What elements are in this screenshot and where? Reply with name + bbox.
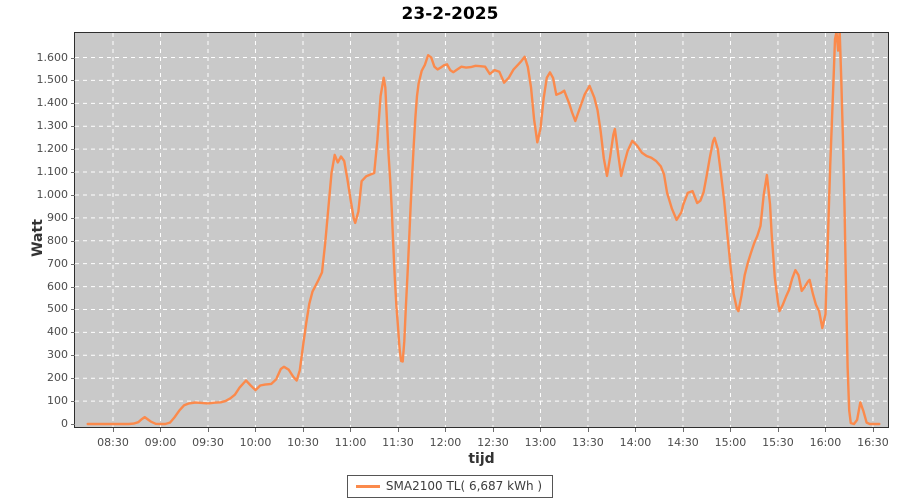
x-axis-tick bbox=[587, 428, 589, 432]
plot-area bbox=[74, 32, 889, 428]
x-axis-tick bbox=[825, 428, 827, 432]
y-axis-tick bbox=[71, 194, 75, 196]
x-axis-tick bbox=[207, 428, 209, 432]
x-tick-label: 08:30 bbox=[97, 436, 129, 449]
x-tick-label: 14:00 bbox=[619, 436, 652, 449]
x-tick-label: 12:30 bbox=[477, 436, 509, 449]
y-tick-label: 400 bbox=[47, 325, 68, 339]
y-tick-label: 1.400 bbox=[36, 96, 69, 110]
x-tick-label: 09:30 bbox=[192, 436, 224, 449]
y-tick-label: 300 bbox=[47, 348, 68, 362]
legend-box: SMA2100 TL( 6,687 kWh ) bbox=[346, 475, 554, 498]
y-tick-label: 1.000 bbox=[36, 187, 69, 201]
y-axis-tick bbox=[71, 424, 75, 426]
x-tick-label: 16:00 bbox=[809, 436, 842, 449]
y-tick-label: 1.500 bbox=[36, 73, 69, 87]
y-tick-label: 600 bbox=[47, 279, 68, 293]
legend-label: SMA2100 TL( 6,687 kWh ) bbox=[385, 479, 543, 493]
x-axis-tick bbox=[872, 428, 874, 432]
x-axis-tick bbox=[492, 428, 494, 432]
x-axis-tick bbox=[255, 428, 257, 432]
x-tick-label: 11:00 bbox=[334, 436, 367, 449]
x-tick-label: 09:00 bbox=[144, 436, 177, 449]
y-tick-label: 500 bbox=[47, 302, 68, 316]
y-tick-label: 1.300 bbox=[36, 119, 69, 133]
y-axis-tick bbox=[71, 286, 75, 288]
y-axis-tick bbox=[71, 217, 75, 219]
y-axis-tick bbox=[71, 332, 75, 334]
y-tick-label: 900 bbox=[47, 210, 68, 224]
x-tick-label: 10:00 bbox=[239, 436, 272, 449]
x-axis-label: tijd bbox=[468, 451, 495, 467]
y-tick-label: 0 bbox=[61, 417, 68, 431]
y-axis-tick bbox=[71, 401, 75, 403]
y-axis-tick bbox=[71, 126, 75, 128]
y-axis-tick bbox=[71, 57, 75, 59]
x-tick-label: 15:30 bbox=[762, 436, 794, 449]
y-axis-tick bbox=[71, 240, 75, 242]
y-tick-label: 100 bbox=[47, 394, 68, 408]
x-tick-label: 14:30 bbox=[667, 436, 699, 449]
x-tick-label: 11:30 bbox=[382, 436, 414, 449]
chart-title: 23-2-2025 bbox=[401, 4, 499, 24]
y-axis-tick bbox=[71, 263, 75, 265]
x-axis-tick bbox=[302, 428, 304, 432]
x-axis-tick bbox=[730, 428, 732, 432]
x-tick-label: 12:00 bbox=[429, 436, 462, 449]
x-axis-tick bbox=[540, 428, 542, 432]
y-tick-label: 200 bbox=[47, 371, 68, 385]
series-line-svg bbox=[75, 33, 888, 427]
y-tick-label: 1.100 bbox=[36, 165, 69, 179]
y-tick-label: 700 bbox=[47, 256, 68, 270]
x-axis-tick bbox=[160, 428, 162, 432]
y-axis-tick bbox=[71, 80, 75, 82]
y-axis-tick bbox=[71, 103, 75, 105]
x-axis-tick bbox=[397, 428, 399, 432]
legend-line-swatch bbox=[355, 484, 380, 488]
x-tick-label: 10:30 bbox=[287, 436, 319, 449]
y-axis-tick bbox=[71, 309, 75, 311]
x-axis-tick bbox=[635, 428, 637, 432]
x-axis-tick bbox=[777, 428, 779, 432]
x-axis-tick bbox=[682, 428, 684, 432]
x-axis-tick bbox=[350, 428, 352, 432]
x-tick-label: 13:30 bbox=[572, 436, 604, 449]
y-axis-tick bbox=[71, 149, 75, 151]
y-axis-tick bbox=[71, 378, 75, 380]
y-axis-tick bbox=[71, 172, 75, 174]
x-axis-tick bbox=[112, 428, 114, 432]
x-tick-label: 16:30 bbox=[857, 436, 889, 449]
y-axis-tick bbox=[71, 355, 75, 357]
x-tick-label: 15:00 bbox=[714, 436, 747, 449]
y-tick-label: 1.600 bbox=[36, 50, 69, 64]
series-line bbox=[86, 33, 881, 426]
y-tick-label: 800 bbox=[47, 233, 68, 247]
y-tick-label: 1.200 bbox=[36, 142, 69, 156]
legend-row: SMA2100 TL( 6,687 kWh ) bbox=[0, 475, 900, 498]
x-axis-tick bbox=[445, 428, 447, 432]
x-tick-label: 13:00 bbox=[524, 436, 557, 449]
